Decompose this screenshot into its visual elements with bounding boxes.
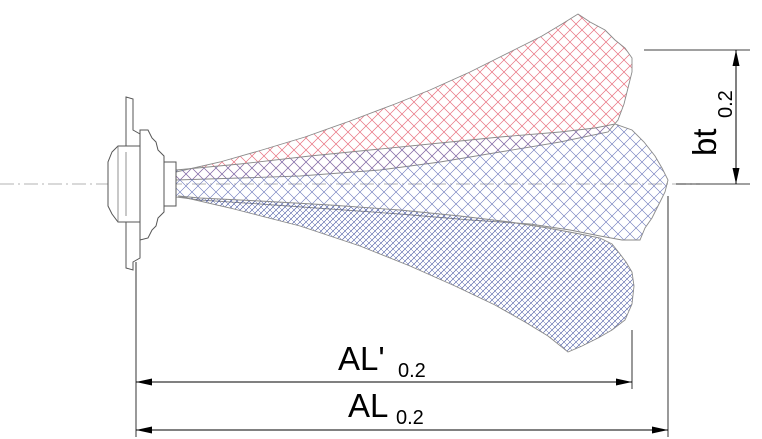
nozzle-body bbox=[139, 129, 165, 241]
arrowhead bbox=[732, 50, 740, 66]
al-prime-label: AL' bbox=[338, 340, 385, 377]
nozzle-collar bbox=[107, 145, 141, 223]
nozzle-tip bbox=[163, 161, 177, 207]
al-label: AL bbox=[348, 387, 388, 424]
nozzle bbox=[107, 96, 177, 271]
blue-lower-spray-lobe bbox=[177, 195, 635, 353]
arrowhead bbox=[652, 426, 668, 434]
dimension-al: AL 0.2 bbox=[135, 196, 669, 437]
arrowhead bbox=[732, 168, 740, 184]
dimension-al-prime: AL' 0.2 bbox=[135, 262, 633, 389]
arrowhead bbox=[136, 426, 152, 434]
bt-subscript: 0.2 bbox=[715, 90, 737, 118]
al-subscript: 0.2 bbox=[396, 407, 424, 429]
bt-label: bt bbox=[686, 128, 723, 156]
al-prime-subscript: 0.2 bbox=[398, 360, 426, 382]
dimension-bt: bt 0.2 bbox=[644, 49, 750, 185]
arrowhead bbox=[616, 378, 632, 386]
arrowhead bbox=[136, 378, 152, 386]
